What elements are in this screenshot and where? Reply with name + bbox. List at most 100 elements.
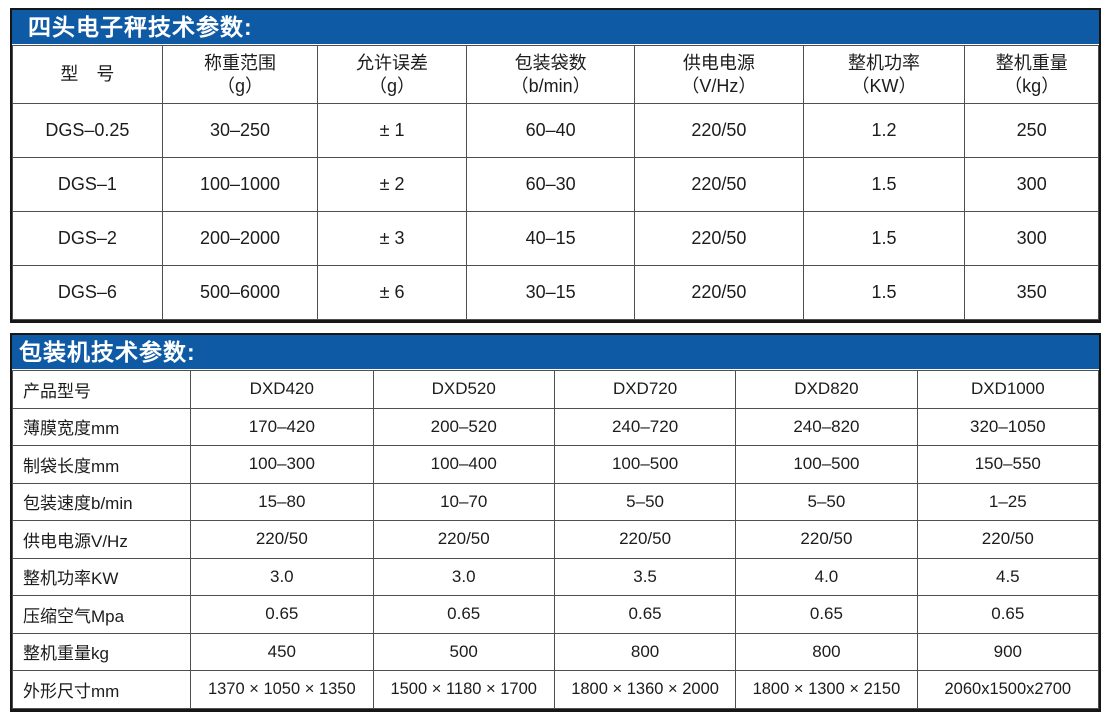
table-cell: 30–15 xyxy=(465,265,636,320)
table-cell: 450 xyxy=(190,632,374,671)
row-label-cell: 压缩空气Mpa xyxy=(11,595,192,634)
table-cell: 30–250 xyxy=(161,103,319,158)
table-row: 供电电源V/Hz 220/50 220/50 220/50 220/50 220/50 xyxy=(11,520,1100,559)
table-cell: 220/50 xyxy=(634,265,804,320)
table-cell: 200–2000 xyxy=(161,211,319,266)
column-header: 整机重量 （kg） xyxy=(964,45,1099,104)
row-label-cell: 制袋长度mm xyxy=(11,445,192,484)
row-label-cell: 产品型号 xyxy=(11,370,192,409)
table-cell: 220/50 xyxy=(634,211,804,266)
column-header: 包装袋数 （b/min） xyxy=(465,45,636,104)
table-row: 薄膜宽度mm 170–420 200–520 240–720 240–820 320–10… xyxy=(11,407,1100,446)
table-cell: DGS–1 xyxy=(12,157,163,212)
table-cell: ± 2 xyxy=(317,157,467,212)
row-label-cell: 包装速度b/min xyxy=(11,482,192,521)
table-cell: DXD1000 xyxy=(916,370,1100,409)
table-cell: 40–15 xyxy=(465,211,636,266)
table-cell: 100–500 xyxy=(553,445,737,484)
table-cell: 60–40 xyxy=(465,103,636,158)
column-header: 型 号 xyxy=(12,45,163,104)
table-cell: 300 xyxy=(964,211,1099,266)
table-cell: 220/50 xyxy=(372,520,555,559)
column-header: 称重范围 （g） xyxy=(161,45,319,104)
table-cell: 300 xyxy=(964,157,1099,212)
table-row: 制袋长度mm 100–300 100–400 100–500 100–500 150–55… xyxy=(11,445,1100,484)
table-cell: 0.65 xyxy=(735,595,918,634)
table-cell: 1800 × 1300 × 2150 xyxy=(735,670,918,709)
table-cell: 1.5 xyxy=(802,211,966,266)
table-row: 压缩空气Mpa 0.65 0.65 0.65 0.65 0.65 xyxy=(11,595,1100,634)
table-cell: 60–30 xyxy=(465,157,636,212)
table-cell: 5–50 xyxy=(735,482,918,521)
table-cell: 1800 × 1360 × 2000 xyxy=(553,670,737,709)
table-row: 产品型号 DXD420 DXD520 DXD720 DXD820 DXD1000 xyxy=(11,370,1100,409)
table-cell: ± 1 xyxy=(317,103,467,158)
table-cell: DXD720 xyxy=(553,370,737,409)
table-cell: 4.5 xyxy=(916,557,1100,596)
table-cell: 320–1050 xyxy=(916,407,1100,446)
table-cell: DGS–6 xyxy=(12,265,163,320)
table-cell: 4.0 xyxy=(735,557,918,596)
table-cell: ± 3 xyxy=(317,211,467,266)
table-cell: 500–6000 xyxy=(161,265,319,320)
row-label-cell: 外形尺寸mm xyxy=(11,670,192,709)
scale-spec-section: 四头电子秤技术参数: 型 号称重范围 （g） 允许误差 （g） 包装袋数 （b/mi… xyxy=(10,8,1101,323)
table-cell: 220/50 xyxy=(634,157,804,212)
table-cell: 1.5 xyxy=(802,265,966,320)
table-cell: 220/50 xyxy=(553,520,737,559)
table-cell: 800 xyxy=(553,632,737,671)
table-cell: ± 6 xyxy=(317,265,467,320)
scale-spec-table: 型 号称重范围 （g） 允许误差 （g） 包装袋数 （b/min） 供电电源 （V/H… xyxy=(12,45,1099,320)
table-cell: DGS–0.25 xyxy=(12,103,163,158)
table-cell: 350 xyxy=(964,265,1099,320)
table-row: 包装速度b/min 15–80 10–70 5–50 5–50 1–25 xyxy=(11,482,1100,521)
table-cell: 0.65 xyxy=(190,595,374,634)
column-header: 允许误差 （g） xyxy=(317,45,467,104)
table-cell: 100–400 xyxy=(372,445,555,484)
table-cell: DXD420 xyxy=(190,370,374,409)
table-cell: 1.5 xyxy=(802,157,966,212)
table-cell: 1–25 xyxy=(916,482,1100,521)
table-cell: DXD520 xyxy=(372,370,555,409)
table-cell: 100–300 xyxy=(190,445,374,484)
table-cell: 250 xyxy=(964,103,1099,158)
table-row: 整机重量kg 450 500 800 800 900 xyxy=(11,632,1100,671)
row-label-cell: 薄膜宽度mm xyxy=(11,407,192,446)
row-label-cell: 整机重量kg xyxy=(11,632,192,671)
column-header: 整机功率 （KW） xyxy=(802,45,966,104)
header-row: 型 号称重范围 （g） 允许误差 （g） 包装袋数 （b/min） 供电电源 （V/H… xyxy=(12,45,1099,104)
table-row: DGS–1 100–1000 ± 2 60–30 220/50 1.5 300 xyxy=(12,157,1099,212)
table-cell: DGS–2 xyxy=(12,211,163,266)
table-cell: 10–70 xyxy=(372,482,555,521)
table-cell: 0.65 xyxy=(916,595,1100,634)
table-row: DGS–6 500–6000 ± 6 30–15 220/50 1.5 350 xyxy=(12,265,1099,320)
table-cell: 800 xyxy=(735,632,918,671)
table-row: DGS–0.25 30–250 ± 1 60–40 220/50 1.2 250 xyxy=(12,103,1099,158)
table-cell: 240–820 xyxy=(735,407,918,446)
table-cell: 2060x1500x2700 xyxy=(916,670,1100,709)
table-cell: 0.65 xyxy=(553,595,737,634)
table-cell: 170–420 xyxy=(190,407,374,446)
table-cell: 100–1000 xyxy=(161,157,319,212)
table-cell: 900 xyxy=(916,632,1100,671)
table-cell: 220/50 xyxy=(735,520,918,559)
table-cell: 1.2 xyxy=(802,103,966,158)
table-cell: 240–720 xyxy=(553,407,737,446)
table-row: DGS–2 200–2000 ± 3 40–15 220/50 1.5 300 xyxy=(12,211,1099,266)
table-cell: 500 xyxy=(372,632,555,671)
table-row: 整机功率KW 3.0 3.0 3.5 4.0 4.5 xyxy=(11,557,1100,596)
table-cell: DXD820 xyxy=(735,370,918,409)
table-cell: 200–520 xyxy=(372,407,555,446)
column-header: 供电电源 （V/Hz） xyxy=(634,45,804,104)
table-row: 外形尺寸mm 1370 × 1050 × 1350 1500 × 1180 × 17… xyxy=(11,670,1100,709)
table-cell: 220/50 xyxy=(190,520,374,559)
table-cell: 1500 × 1180 × 1700 xyxy=(372,670,555,709)
table-cell: 220/50 xyxy=(916,520,1100,559)
table-cell: 5–50 xyxy=(553,482,737,521)
table-cell: 3.5 xyxy=(553,557,737,596)
row-label-cell: 供电电源V/Hz xyxy=(11,520,192,559)
table-cell: 1370 × 1050 × 1350 xyxy=(190,670,374,709)
packer-section-title: 包装机技术参数: xyxy=(12,335,1099,370)
scale-section-title: 四头电子秤技术参数: xyxy=(12,10,1099,45)
